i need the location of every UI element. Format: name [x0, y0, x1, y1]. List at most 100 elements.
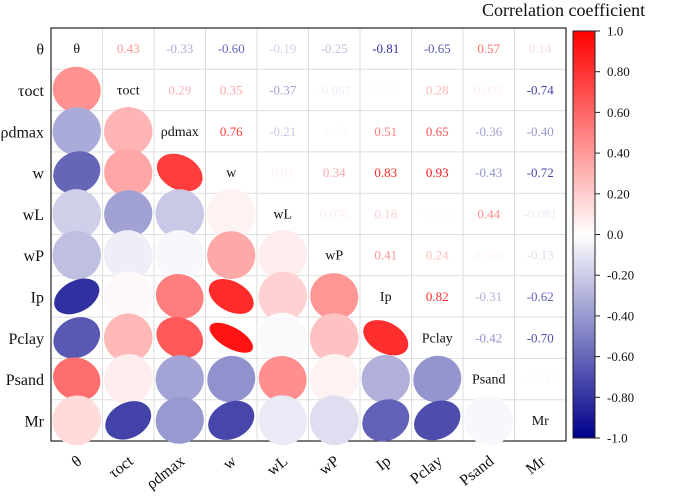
corr-ellipse-Mr-Ip: [362, 399, 410, 442]
corr-ellipse-Mr-theta: [52, 395, 102, 446]
corr-ellipse-Psand-tauoct: [103, 353, 153, 405]
matrix-cells: θ 0.43 -0.33 -0.60 -0.19 -0.25 -0.81 -0.65 0.57 0…: [52, 41, 558, 446]
corr-ellipse-Ip-w: [208, 278, 254, 314]
x-tick-label-Psand: Psand: [457, 453, 498, 490]
corr-value-tauoct-wP: -0.067: [317, 82, 351, 97]
corr-ellipse-wP-theta: [52, 230, 101, 280]
y-tick-label-rhodmax: ρdmax: [0, 124, 44, 141]
y-tick-label-theta: θ: [36, 42, 44, 59]
corr-ellipse-Mr-wL: [258, 395, 308, 446]
diag-label-wL: wL: [273, 207, 292, 222]
corr-value-theta-wL: -0.19: [269, 41, 296, 56]
diag-label-Psand: Psand: [472, 373, 505, 388]
corr-value-w-Psand: -0.43: [475, 165, 502, 180]
x-tick-label-rhodmax: ρdmax: [143, 453, 188, 493]
corr-ellipse-wL-theta: [52, 189, 102, 239]
corr-ellipse-Mr-wP: [309, 395, 359, 446]
corr-ellipse-Psand-Pclay: [413, 355, 462, 403]
colorbar-tick-label: -0.80: [607, 390, 634, 405]
corr-value-w-Pclay: 0.93: [426, 165, 449, 180]
corr-ellipse-Pclay-wP: [309, 313, 359, 363]
corr-value-Pclay-Psand: -0.42: [475, 330, 502, 345]
diag-label-theta: θ: [73, 42, 80, 57]
corr-value-theta-rhodmax: -0.33: [166, 41, 193, 56]
corr-ellipse-Psand-theta: [53, 357, 101, 401]
corr-ellipse-rhodmax-theta: [52, 107, 101, 156]
corr-ellipse-Ip-tauoct: [103, 271, 153, 322]
corr-ellipse-w-theta: [53, 151, 101, 194]
colorbar-tick-label: -0.60: [607, 349, 634, 364]
corr-ellipse-rhodmax-tauoct: [104, 107, 153, 156]
corr-value-tauoct-wL: -0.37: [269, 82, 297, 97]
corr-value-rhodmax-wL: -0.21: [269, 124, 296, 139]
corr-value-wL-Psand: 0.44: [477, 206, 500, 221]
colorbar-title: Correlation coefficient: [482, 0, 646, 20]
corr-value-w-Ip: 0.83: [374, 165, 397, 180]
corr-value-rhodmax-Psand: -0.36: [475, 124, 503, 139]
corr-ellipse-Ip-theta: [54, 278, 100, 315]
corr-value-Pclay-Mr: -0.70: [527, 330, 554, 345]
corr-value-theta-w: -0.60: [218, 41, 245, 56]
corr-value-wL-wP: 0.076: [320, 206, 350, 221]
corr-ellipse-wL-tauoct: [104, 190, 153, 238]
corr-value-tauoct-rhodmax: 0.29: [168, 82, 191, 97]
colorbar-tick-label: 0.60: [607, 105, 630, 120]
corr-ellipse-Ip-rhodmax: [155, 274, 204, 319]
corr-ellipse-w-tauoct: [104, 148, 153, 197]
corr-value-tauoct-Mr: -0.74: [527, 82, 555, 97]
x-tick-label-theta: θ: [69, 453, 86, 471]
corr-value-tauoct-w: 0.35: [220, 82, 243, 97]
corr-value-theta-Ip: -0.81: [372, 41, 399, 56]
matrix-grid: [50, 27, 567, 442]
corr-ellipse-Psand-wL: [258, 355, 307, 403]
corr-ellipse-Mr-rhodmax: [155, 396, 204, 444]
diag-label-w: w: [226, 166, 237, 181]
corr-value-tauoct-Psand: 0.072: [474, 82, 503, 97]
corr-value-rhodmax-w: 0.76: [220, 124, 243, 139]
corr-value-wL-Pclay: -0.021: [420, 206, 454, 221]
corr-ellipse-wP-w: [207, 231, 256, 280]
corr-ellipse-Mr-Psand: [464, 395, 514, 446]
corr-value-theta-Pclay: -0.65: [424, 41, 451, 56]
y-tick-label-Pclay: Pclay: [8, 331, 44, 348]
corr-value-theta-Mr: 0.14: [529, 41, 552, 56]
x-tick-label-wL: wL: [264, 453, 291, 480]
y-tick-label-tauoct: τoct: [18, 83, 45, 100]
corr-value-rhodmax-Mr: -0.40: [527, 124, 554, 139]
corr-ellipse-Psand-w: [207, 355, 256, 403]
diag-label-wP: wP: [325, 249, 343, 264]
x-tick-label-Ip: Ip: [373, 453, 394, 475]
corr-ellipse-w-rhodmax: [156, 153, 203, 192]
diag-label-Ip: Ip: [380, 290, 392, 305]
corr-value-wL-Ip: 0.18: [374, 206, 397, 221]
colorbar-gradient: [572, 30, 596, 439]
corr-value-Ip-Psand: -0.31: [475, 289, 502, 304]
corr-ellipse-Mr-Pclay: [414, 400, 461, 441]
corr-ellipse-Ip-wL: [258, 271, 308, 322]
corr-ellipse-Mr-tauoct: [105, 401, 152, 440]
x-tick-label-tauoct: τoct: [106, 452, 137, 482]
y-tick-label-wP: wP: [24, 248, 45, 265]
colorbar-tick-label: 0.0: [607, 227, 623, 242]
corr-value-wP-Mr: -0.13: [527, 248, 554, 263]
corr-value-wP-Psand: 0.050: [474, 248, 503, 263]
corr-value-theta-tauoct: 0.43: [117, 41, 140, 56]
x-tick-label-w: w: [220, 452, 240, 473]
corr-value-Ip-Pclay: 0.82: [426, 289, 449, 304]
colorbar-tick-label: 0.20: [607, 186, 630, 201]
corr-value-rhodmax-wP: -0.03: [321, 124, 348, 139]
corr-ellipse-Pclay-tauoct: [104, 313, 153, 363]
colorbar-tick-label: 0.80: [607, 64, 630, 79]
corr-ellipse-Psand-wP: [309, 353, 359, 405]
corr-value-rhodmax-Pclay: 0.65: [426, 124, 449, 139]
y-tick-label-Psand: Psand: [6, 372, 44, 389]
corr-value-wL-Mr: -0.081: [523, 206, 557, 221]
colorbar-tick-label: 0.40: [607, 146, 630, 161]
corr-ellipse-Pclay-wL: [258, 312, 308, 363]
corr-ellipse-Ip-wP: [310, 273, 359, 320]
x-tick-label-Mr: Mr: [523, 452, 549, 478]
diag-label-tauoct: τoct: [117, 83, 140, 98]
corr-ellipse-Psand-rhodmax: [155, 355, 204, 403]
corr-ellipse-wL-w: [206, 188, 256, 239]
